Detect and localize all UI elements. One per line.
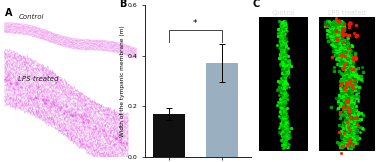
Text: Control: Control [19,14,44,20]
Text: LPS treated: LPS treated [328,10,366,16]
Bar [153,114,184,157]
Text: A: A [5,8,12,18]
Text: B: B [119,0,126,9]
Bar [259,17,308,151]
Bar [319,17,375,151]
Text: LPS treated: LPS treated [19,76,59,82]
Bar [206,63,238,157]
Text: C: C [253,0,260,9]
Text: *: * [193,19,197,28]
Y-axis label: Width of the tympanic membrane (m): Width of the tympanic membrane (m) [120,25,125,137]
Text: Control: Control [272,10,296,16]
